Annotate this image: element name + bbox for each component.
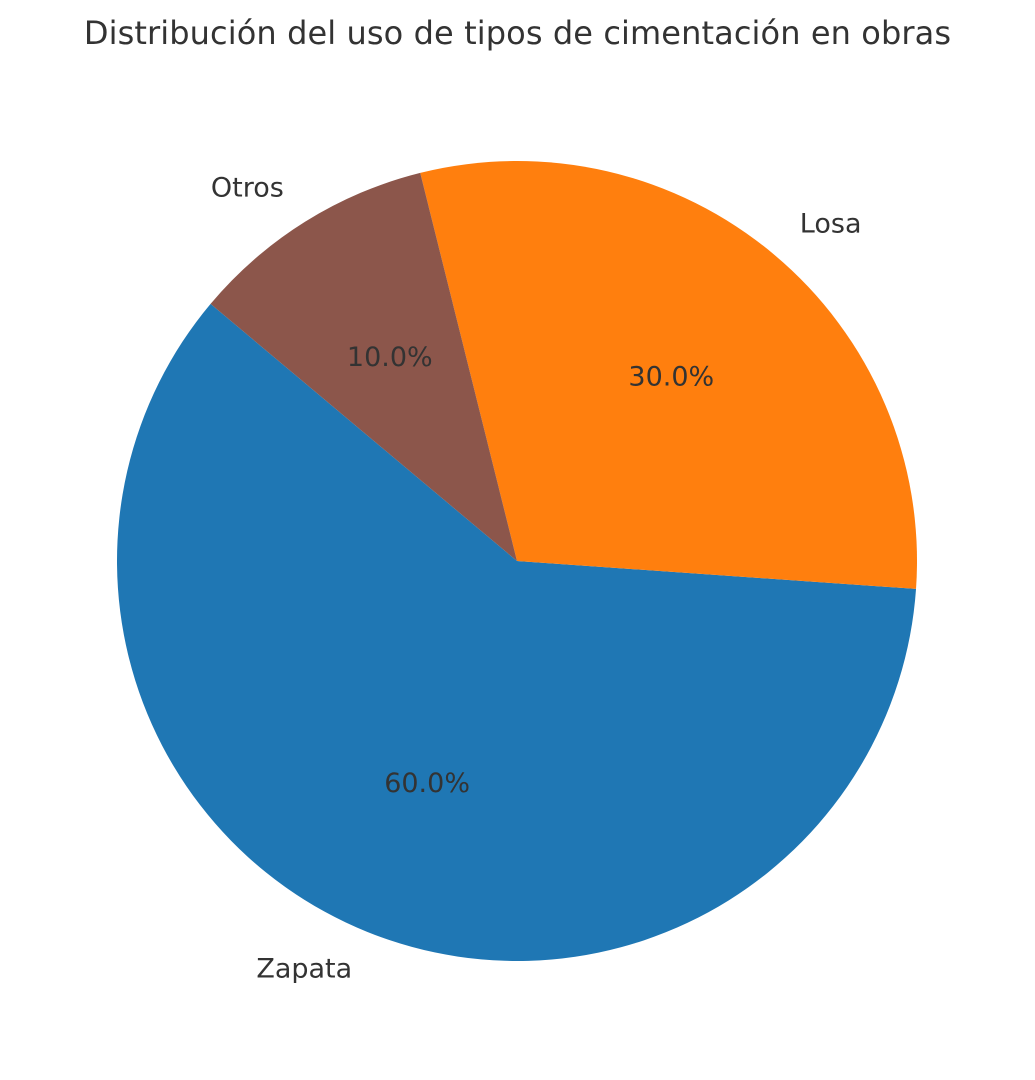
category-label-zapata: Zapata — [256, 954, 352, 985]
percent-label-losa: 30.0% — [628, 362, 714, 393]
pie-slice-zapata — [117, 303, 917, 961]
percent-label-otros: 10.0% — [347, 342, 433, 373]
pie-slice-losa — [420, 160, 918, 589]
chart-title: Distribución del uso de tipos de cimenta… — [83, 14, 952, 52]
pie-slice-otros — [210, 172, 517, 561]
pie-slices — [117, 160, 918, 961]
category-label-losa: Losa — [800, 208, 862, 239]
percent-label-zapata: 60.0% — [384, 768, 470, 799]
category-label-otros: Otros — [211, 172, 284, 203]
pie-labels: Zapata 60.0% Losa 30.0% Otros 10.0% — [211, 172, 862, 984]
